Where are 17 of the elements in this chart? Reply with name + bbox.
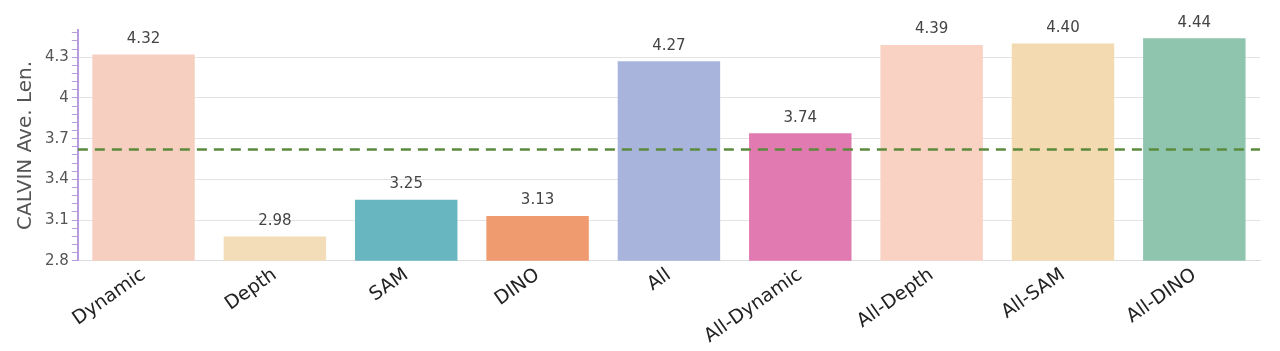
y-tick-label: 3.1: [45, 209, 69, 228]
data-label: 4.32: [126, 28, 161, 47]
data-label: 3.13: [520, 190, 555, 209]
data-label: 4.39: [914, 19, 949, 38]
data-label: 2.98: [258, 210, 292, 229]
y-tick-label: 4.3: [45, 47, 69, 66]
x-tick-label: All: [642, 262, 675, 294]
y-tick-label: 3.4: [45, 169, 69, 188]
y-axis-title: CALVIN Ave. Len.: [12, 60, 37, 230]
y-tick-label: 2.8: [45, 250, 69, 269]
y-tick-label: 4: [59, 87, 69, 106]
data-label: 4.27: [652, 35, 686, 54]
data-label: 3.74: [783, 107, 817, 126]
data-label: 4.40: [1046, 17, 1080, 36]
data-label: 4.44: [1177, 12, 1212, 31]
data-label: 3.25: [389, 174, 423, 193]
y-tick-label: 3.7: [45, 128, 69, 147]
